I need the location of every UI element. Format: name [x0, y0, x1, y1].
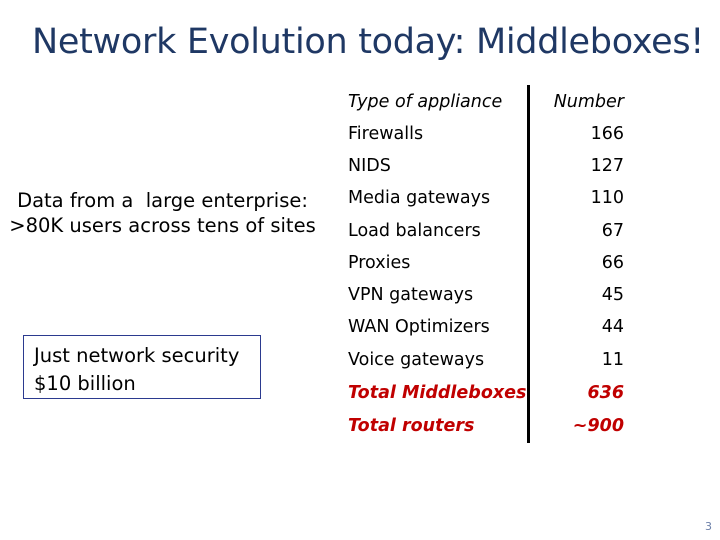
header-number: Number: [553, 92, 624, 112]
source-note: Data from a large enterprise: >80K users…: [0, 188, 325, 238]
appliance-table: Type of appliance Number Firewalls 166 N…: [348, 87, 638, 447]
total-count: ~900: [572, 416, 624, 436]
callout-line-2: $10 billion: [34, 372, 136, 395]
table-row: Firewalls 166: [348, 124, 626, 154]
appliance-name: VPN gateways: [348, 285, 474, 305]
table-row: WAN Optimizers 44: [348, 317, 626, 347]
total-label: Total routers: [348, 416, 475, 436]
slide-title: Network Evolution today: Middleboxes!: [32, 22, 704, 62]
appliance-count: 45: [601, 285, 624, 305]
appliance-count: 66: [601, 253, 624, 273]
table-row: Voice gateways 11: [348, 350, 626, 380]
source-note-line-2: >80K users across tens of sites: [9, 214, 316, 237]
table-row: Load balancers 67: [348, 221, 626, 251]
table-header-row: Type of appliance Number: [348, 92, 626, 122]
table-column-divider: [527, 85, 530, 443]
appliance-name: Firewalls: [348, 124, 424, 144]
appliance-name: Load balancers: [348, 221, 481, 241]
appliance-name: Proxies: [348, 253, 411, 273]
appliance-name: Media gateways: [348, 188, 491, 208]
appliance-name: WAN Optimizers: [348, 317, 490, 337]
table-row: Media gateways 110: [348, 188, 626, 218]
table-row: Proxies 66: [348, 253, 626, 283]
appliance-count: 67: [601, 221, 624, 241]
appliance-count: 127: [590, 156, 624, 176]
page-number: 3: [705, 520, 712, 533]
table-row: VPN gateways 45: [348, 285, 626, 315]
table-row: NIDS 127: [348, 156, 626, 186]
total-routers-row: Total routers ~900: [348, 416, 626, 446]
source-note-line-1: Data from a large enterprise:: [17, 189, 308, 212]
callout-line-1: Just network security: [34, 344, 240, 367]
total-middleboxes-row: Total Middleboxes 636: [348, 383, 626, 413]
appliance-name: Voice gateways: [348, 350, 485, 370]
appliance-count: 11: [601, 350, 624, 370]
header-type-of-appliance: Type of appliance: [348, 92, 503, 112]
appliance-count: 166: [590, 124, 624, 144]
appliance-count: 44: [601, 317, 624, 337]
total-count: 636: [587, 383, 624, 403]
total-label: Total Middleboxes: [348, 383, 527, 403]
security-callout-box: Just network security $10 billion: [23, 335, 261, 399]
appliance-name: NIDS: [348, 156, 391, 176]
appliance-count: 110: [590, 188, 624, 208]
